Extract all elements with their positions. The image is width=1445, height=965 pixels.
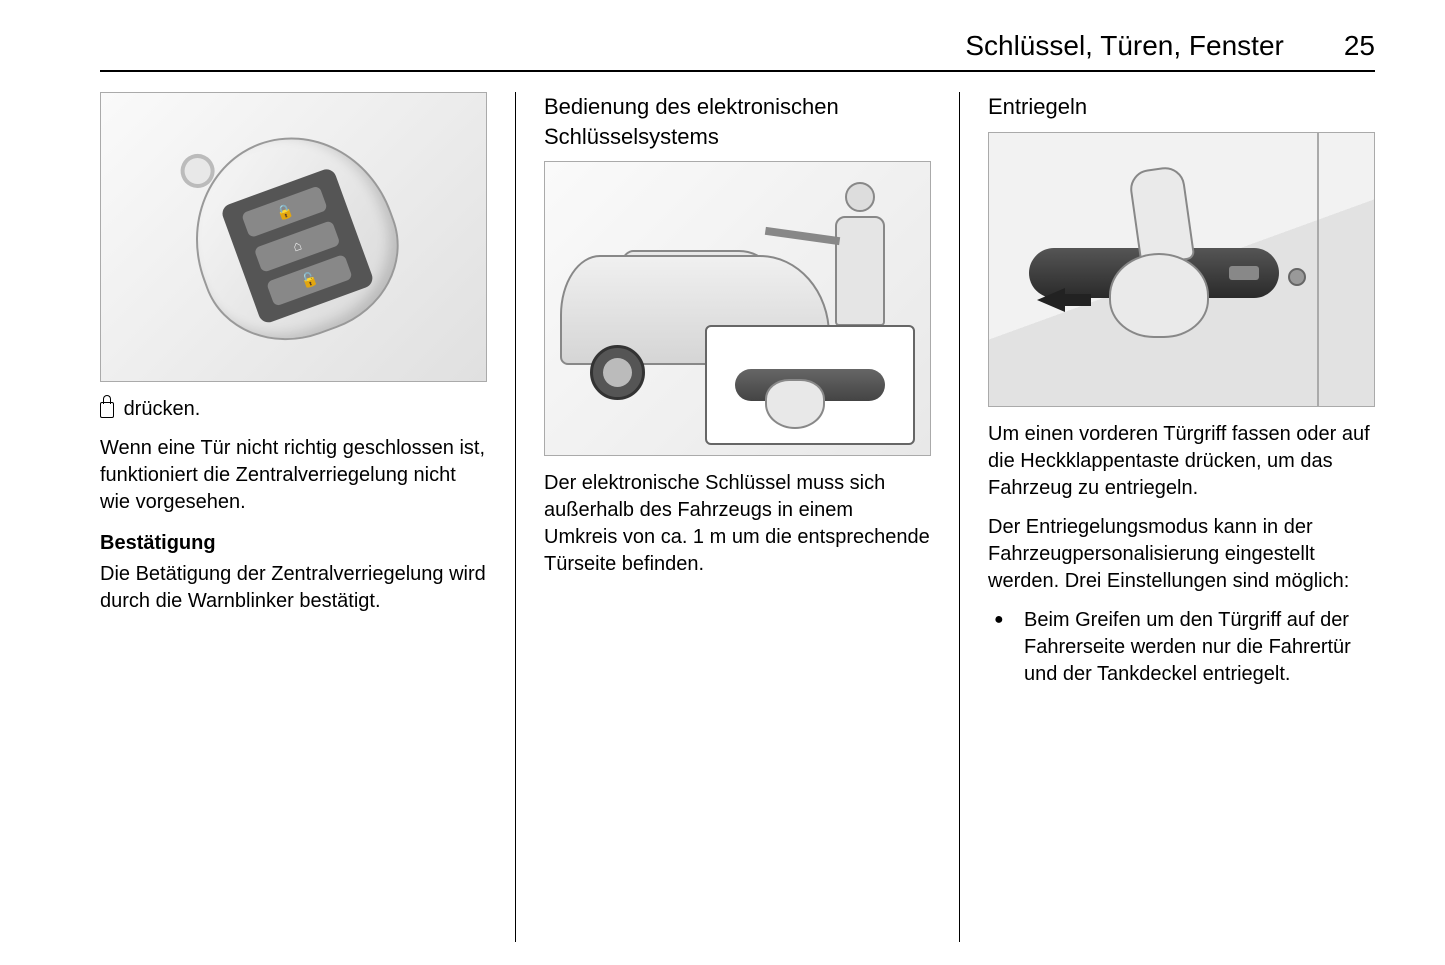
figure-key-fob: 🔒 ⌂ 🔓 xyxy=(100,92,487,382)
column-1: 🔒 ⌂ 🔓 drücken. Wenn eine Tür nicht richt… xyxy=(100,92,516,942)
col3-bullet-1: Beim Greifen um den Türgriff auf der Fah… xyxy=(988,607,1375,688)
column-2: Bedienung des elektronischen Schlüsselsy… xyxy=(516,92,960,942)
content-columns: 🔒 ⌂ 🔓 drücken. Wenn eine Tür nicht richt… xyxy=(100,92,1375,942)
figure-door-handle xyxy=(988,132,1375,407)
handle-inset xyxy=(705,325,915,445)
col3-heading: Entriegeln xyxy=(988,92,1375,122)
page-header: Schlüssel, Türen, Fenster 25 xyxy=(100,30,1375,72)
col1-para2: Die Betätigung der Zentralverriegelung w… xyxy=(100,561,487,615)
lock-symbol-icon xyxy=(100,402,114,418)
press-instruction: drücken. xyxy=(100,396,487,423)
pull-arrow-icon xyxy=(1037,288,1065,312)
col3-bullet-list: Beim Greifen um den Türgriff auf der Fah… xyxy=(988,607,1375,688)
col3-para1: Um einen vorderen Türgriff fassen oder a… xyxy=(988,421,1375,502)
col1-subheading: Bestätigung xyxy=(100,530,487,557)
col1-para1: Wenn eine Tür nicht richtig geschlossen … xyxy=(100,435,487,516)
page-number: 25 xyxy=(1344,30,1375,62)
chapter-title: Schlüssel, Türen, Fenster xyxy=(965,30,1284,62)
column-3: Entriegeln Um einen vorderen Türgriff fa… xyxy=(960,92,1375,942)
col2-para1: Der elektronische Schlüssel muss sich au… xyxy=(544,470,931,578)
press-text: drücken. xyxy=(124,398,201,420)
col3-para2: Der Entriegelungsmodus kann in der Fahrz… xyxy=(988,514,1375,595)
col2-heading: Bedienung des elektronischen Schlüsselsy… xyxy=(544,92,931,151)
figure-car-approach xyxy=(544,161,931,456)
key-fob-graphic: 🔒 ⌂ 🔓 xyxy=(130,92,456,382)
